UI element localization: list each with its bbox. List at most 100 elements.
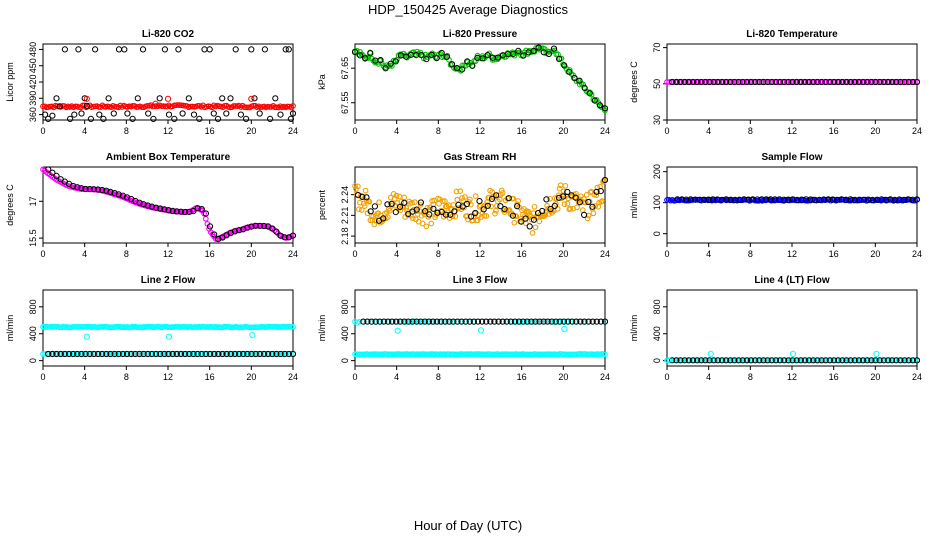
data-point	[692, 196, 699, 203]
data-point	[743, 78, 751, 86]
x-tick-label: 8	[436, 249, 441, 259]
data-point	[535, 44, 542, 51]
data-point	[835, 357, 842, 364]
data-point	[483, 213, 490, 219]
data-point	[182, 208, 189, 216]
data-point	[673, 357, 680, 364]
data-point	[544, 202, 550, 209]
data-point	[739, 78, 746, 86]
data-point	[577, 318, 584, 325]
data-point	[210, 110, 217, 117]
data-point	[561, 325, 568, 333]
data-point	[287, 115, 294, 123]
data-point	[707, 350, 714, 357]
series-ambient_black	[45, 166, 296, 243]
y-axis-label: degrees C	[629, 61, 639, 103]
x-tick-label: 12	[475, 372, 485, 382]
data-point	[474, 318, 482, 325]
y-tick-label: 800	[28, 299, 38, 314]
data-point	[70, 182, 77, 190]
data-point	[446, 318, 453, 325]
x-tick-label: 4	[82, 249, 87, 259]
x-tick-label: 8	[748, 126, 753, 136]
data-point	[528, 318, 535, 325]
data-point	[429, 318, 437, 325]
data-point	[394, 327, 401, 334]
data-point	[185, 95, 192, 102]
data-point	[590, 210, 597, 217]
data-point	[489, 189, 495, 195]
data-point	[285, 46, 292, 53]
data-point	[685, 357, 692, 364]
x-tick-label: 0	[40, 126, 45, 136]
data-point	[462, 318, 469, 325]
data-point	[503, 318, 510, 325]
data-point	[396, 203, 404, 210]
data-point	[864, 78, 871, 86]
data-point	[586, 90, 593, 97]
x-tick-label: 12	[787, 126, 797, 136]
data-point	[99, 350, 106, 358]
y-tick-label: 420	[28, 74, 38, 89]
data-point	[889, 357, 896, 364]
plot-frame	[666, 166, 918, 244]
data-point	[458, 318, 465, 325]
x-tick-label: 24	[288, 249, 298, 259]
data-point	[367, 208, 374, 215]
data-point	[756, 357, 763, 364]
data-point	[438, 318, 445, 325]
data-point	[409, 318, 416, 325]
data-point	[880, 78, 887, 86]
data-point	[499, 318, 506, 325]
data-point	[714, 78, 721, 86]
x-tick-label: 0	[664, 126, 669, 136]
y-tick-label: 2.18	[340, 227, 350, 245]
x-tick-label: 24	[600, 126, 610, 136]
y-tick-label: 800	[652, 299, 662, 314]
data-point	[555, 194, 563, 201]
data-point	[714, 357, 721, 364]
data-point	[601, 318, 608, 325]
data-point	[876, 357, 883, 364]
data-point	[157, 205, 164, 212]
data-point	[566, 206, 573, 213]
data-point	[194, 350, 201, 358]
y-tick-label: 0	[652, 358, 662, 363]
data-point	[531, 203, 538, 210]
data-point	[472, 209, 479, 217]
data-point	[541, 213, 548, 219]
data-point	[803, 196, 810, 203]
data-point	[576, 199, 584, 206]
x-tick-label: 24	[600, 249, 610, 259]
data-point	[571, 75, 578, 82]
data-point	[566, 68, 573, 75]
data-point	[273, 228, 280, 235]
x-tick-label: 4	[394, 249, 399, 259]
data-point	[589, 203, 596, 210]
data-point	[581, 84, 588, 92]
data-point	[596, 102, 604, 109]
data-point	[900, 196, 907, 203]
data-point	[285, 350, 292, 358]
data-point	[464, 212, 470, 219]
data-point	[124, 110, 131, 117]
data-point	[252, 222, 259, 229]
data-point	[165, 207, 172, 214]
data-point	[103, 350, 110, 358]
data-point	[190, 208, 197, 215]
data-point	[785, 196, 792, 203]
data-point	[525, 208, 532, 215]
data-point	[798, 196, 805, 203]
data-point	[810, 357, 817, 364]
series-line2_cyan_high	[40, 323, 296, 331]
series-sample_black	[674, 196, 920, 203]
data-point	[585, 198, 592, 206]
data-point	[806, 78, 813, 86]
y-tick-label: 200	[652, 164, 662, 179]
data-point	[281, 234, 288, 241]
data-point	[585, 318, 592, 325]
data-point	[874, 196, 881, 203]
data-point	[107, 350, 114, 358]
data-point	[706, 78, 713, 86]
